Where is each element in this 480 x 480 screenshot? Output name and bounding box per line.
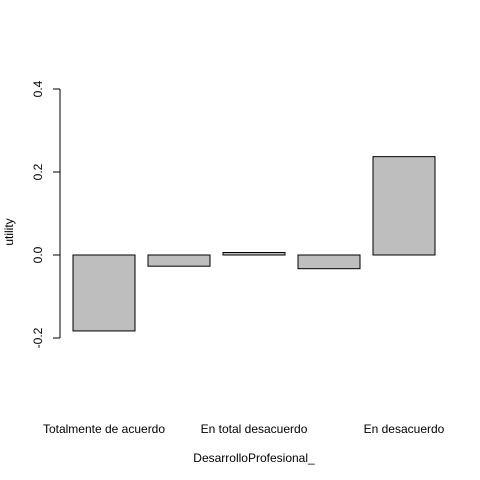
bar-1 <box>72 254 136 332</box>
x-category-label: En desacuerdo <box>364 422 445 436</box>
y-tick-label: 0.2 <box>31 163 45 180</box>
bar-3 <box>222 252 286 256</box>
x-category-label: En total desacuerdo <box>201 422 308 436</box>
y-axis-ticks: -0.2 0.0 0.2 0.4 <box>31 80 60 348</box>
y-tick-label: 0.4 <box>31 80 45 97</box>
y-axis-label: utility <box>2 218 16 245</box>
x-category-label: Totalmente de acuerdo <box>43 422 165 436</box>
bar-4 <box>297 254 361 270</box>
y-tick-label: -0.2 <box>31 327 45 348</box>
bar-2 <box>147 254 211 267</box>
bars-group <box>72 156 436 332</box>
x-category-labels: Totalmente de acuerdo En total desacuerdo… <box>43 422 445 436</box>
x-axis-label: DesarrolloProfesional_ <box>193 451 315 465</box>
bar-5 <box>372 156 436 256</box>
y-tick-label: 0.0 <box>31 246 45 263</box>
